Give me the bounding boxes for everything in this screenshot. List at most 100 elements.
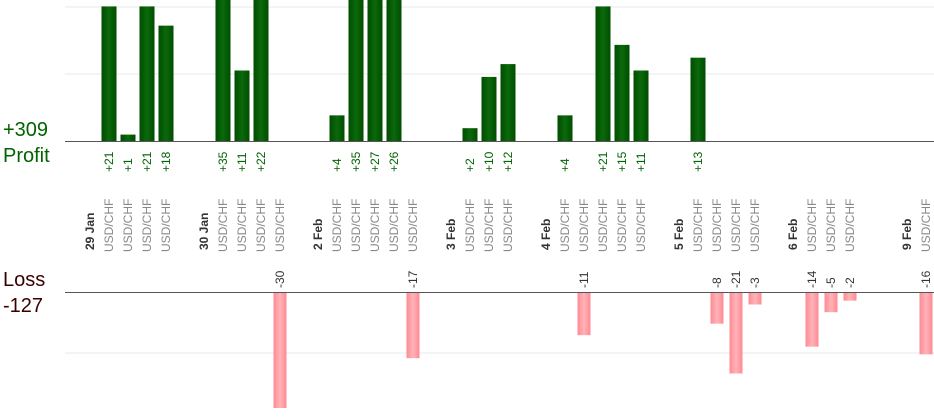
x-tick-label: USD/CHF: [349, 199, 363, 252]
loss-bar: [919, 293, 933, 355]
profit-bar: [367, 0, 383, 141]
loss-bar: [406, 293, 420, 359]
profit-bar: [690, 57, 706, 141]
loss-bar: [273, 293, 287, 408]
x-tick-label: USD/CHF: [273, 199, 287, 252]
x-tick-label: USD/CHF: [406, 199, 420, 252]
x-tick-label: USD/CHF: [615, 199, 629, 252]
x-tick-label: USD/CHF: [805, 199, 819, 252]
loss-data-label: -11: [577, 271, 591, 288]
x-tick-label: USD/CHF: [159, 199, 173, 252]
profit-data-label: +1: [121, 158, 135, 172]
x-tick-label: USD/CHF: [368, 199, 382, 252]
profit-label: Profit: [3, 145, 50, 167]
profit-data-label: +21: [140, 151, 154, 172]
x-tick-date: 5 Feb: [672, 219, 686, 250]
profit-bar: [633, 70, 649, 141]
profit-bar: [234, 70, 250, 141]
profit-total: +309: [3, 119, 49, 141]
profit-data-label: +2: [463, 158, 477, 172]
profit-bar: [158, 25, 174, 141]
x-tick-label: USD/CHF: [558, 199, 572, 252]
x-tick-label: USD/CHF: [691, 199, 705, 252]
profit-data-label: +11: [235, 152, 249, 172]
x-tick-label: USD/CHF: [330, 199, 344, 252]
profit-bar: [386, 0, 402, 141]
x-tick-label: USD/CHF: [710, 199, 724, 252]
profit-data-label: +35: [349, 151, 363, 172]
profit-data-label: +13: [691, 151, 705, 172]
loss-total: -127: [3, 295, 44, 317]
profit-bar: [500, 64, 516, 141]
x-tick-date: 29 Jan: [83, 213, 97, 250]
profit-data-label: +21: [102, 151, 116, 172]
loss-data-label: -3: [748, 277, 762, 288]
profit-bar: [462, 128, 478, 141]
x-tick-label: USD/CHF: [482, 199, 496, 252]
loss-data-label: -16: [919, 270, 933, 288]
x-tick-label: USD/CHF: [254, 199, 268, 252]
x-tick-date: 4 Feb: [539, 219, 553, 250]
profit-data-label: +27: [368, 151, 382, 172]
profit-data-label: +26: [387, 151, 401, 172]
x-tick-date: 2 Feb: [311, 219, 325, 250]
profit-data-label: +10: [482, 151, 496, 172]
x-tick-label: USD/CHF: [501, 199, 515, 252]
profit-data-label: +11: [634, 152, 648, 172]
loss-bar: [729, 293, 743, 374]
loss-bar: [843, 293, 857, 301]
profit-data-label: +4: [558, 158, 572, 172]
loss-data-label: -30: [273, 270, 287, 288]
profit-data-label: +22: [254, 151, 268, 172]
loss-data-label: -14: [805, 270, 819, 288]
profit-bar: [481, 76, 497, 141]
x-tick-date: 3 Feb: [444, 219, 458, 250]
profit-bar: [215, 0, 231, 141]
x-tick-label: USD/CHF: [216, 199, 230, 252]
x-tick-label: USD/CHF: [634, 199, 648, 252]
x-tick-label: USD/CHF: [140, 199, 154, 252]
profit-bar: [139, 6, 155, 142]
x-tick-label: USD/CHF: [729, 199, 743, 252]
x-tick-label: USD/CHF: [577, 199, 591, 252]
profit-data-label: +35: [216, 151, 230, 172]
x-tick-date: 6 Feb: [786, 219, 800, 250]
profit-data-label: +4: [330, 158, 344, 172]
loss-bar: [824, 293, 838, 313]
profit-bar: [595, 6, 611, 142]
loss-data-label: -2: [843, 277, 857, 288]
loss-data-label: -5: [824, 277, 838, 288]
profit-data-label: +21: [596, 151, 610, 172]
x-tick-label: USD/CHF: [843, 199, 857, 252]
profit-data-label: +18: [159, 151, 173, 172]
loss-data-label: -8: [710, 277, 724, 288]
loss-data-label: -21: [729, 270, 743, 288]
x-tick-label: USD/CHF: [463, 199, 477, 252]
x-tick-label: USD/CHF: [235, 199, 249, 252]
x-tick-label: USD/CHF: [121, 199, 135, 252]
profit-bar: [614, 44, 630, 142]
x-tick-date: 9 Feb: [900, 219, 914, 250]
x-tick-label: USD/CHF: [748, 199, 762, 252]
x-tick-label: USD/CHF: [919, 199, 933, 252]
x-tick-label: USD/CHF: [824, 199, 838, 252]
profit-bar: [557, 115, 573, 141]
loss-bar: [710, 293, 724, 324]
profit-bar: [348, 0, 364, 141]
x-tick-date: 30 Jan: [197, 213, 211, 250]
x-tick-label: USD/CHF: [102, 199, 116, 252]
loss-label: Loss: [3, 269, 46, 291]
loss-data-label: -17: [406, 270, 420, 288]
x-tick-label: USD/CHF: [596, 199, 610, 252]
loss-bar: [805, 293, 819, 347]
loss-bar: [748, 293, 762, 305]
profit-bar: [120, 134, 136, 141]
x-tick-label: USD/CHF: [387, 199, 401, 252]
profit-bar: [101, 6, 117, 142]
profit-data-label: +15: [615, 151, 629, 172]
profit-bar: [329, 115, 345, 141]
profit-data-label: +12: [501, 151, 515, 172]
loss-bar: [577, 293, 591, 336]
profit-bar: [253, 0, 269, 141]
